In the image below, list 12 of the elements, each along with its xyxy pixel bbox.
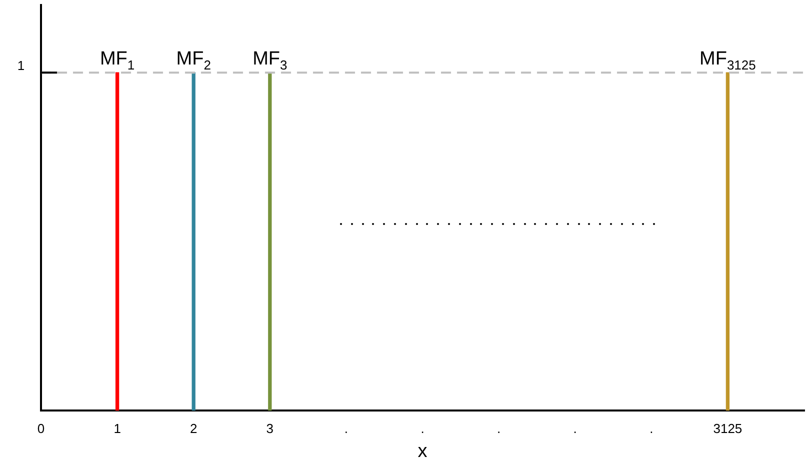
x-axis-title: x	[418, 440, 428, 462]
ref-line-label: 1	[17, 58, 25, 74]
x-tick-label: 0	[37, 420, 45, 436]
x-tick-label: 1	[114, 420, 121, 436]
x-tick-label: 2	[190, 420, 198, 436]
x-tick-label: .	[420, 420, 424, 436]
x-tick-label: .	[573, 420, 577, 436]
x-tick-label: .	[344, 420, 348, 436]
x-tick-label: 3	[266, 420, 274, 436]
x-tick-label: .	[496, 420, 501, 436]
x-tick-label: .	[650, 420, 654, 436]
x-tick-label: 3125	[713, 420, 742, 436]
